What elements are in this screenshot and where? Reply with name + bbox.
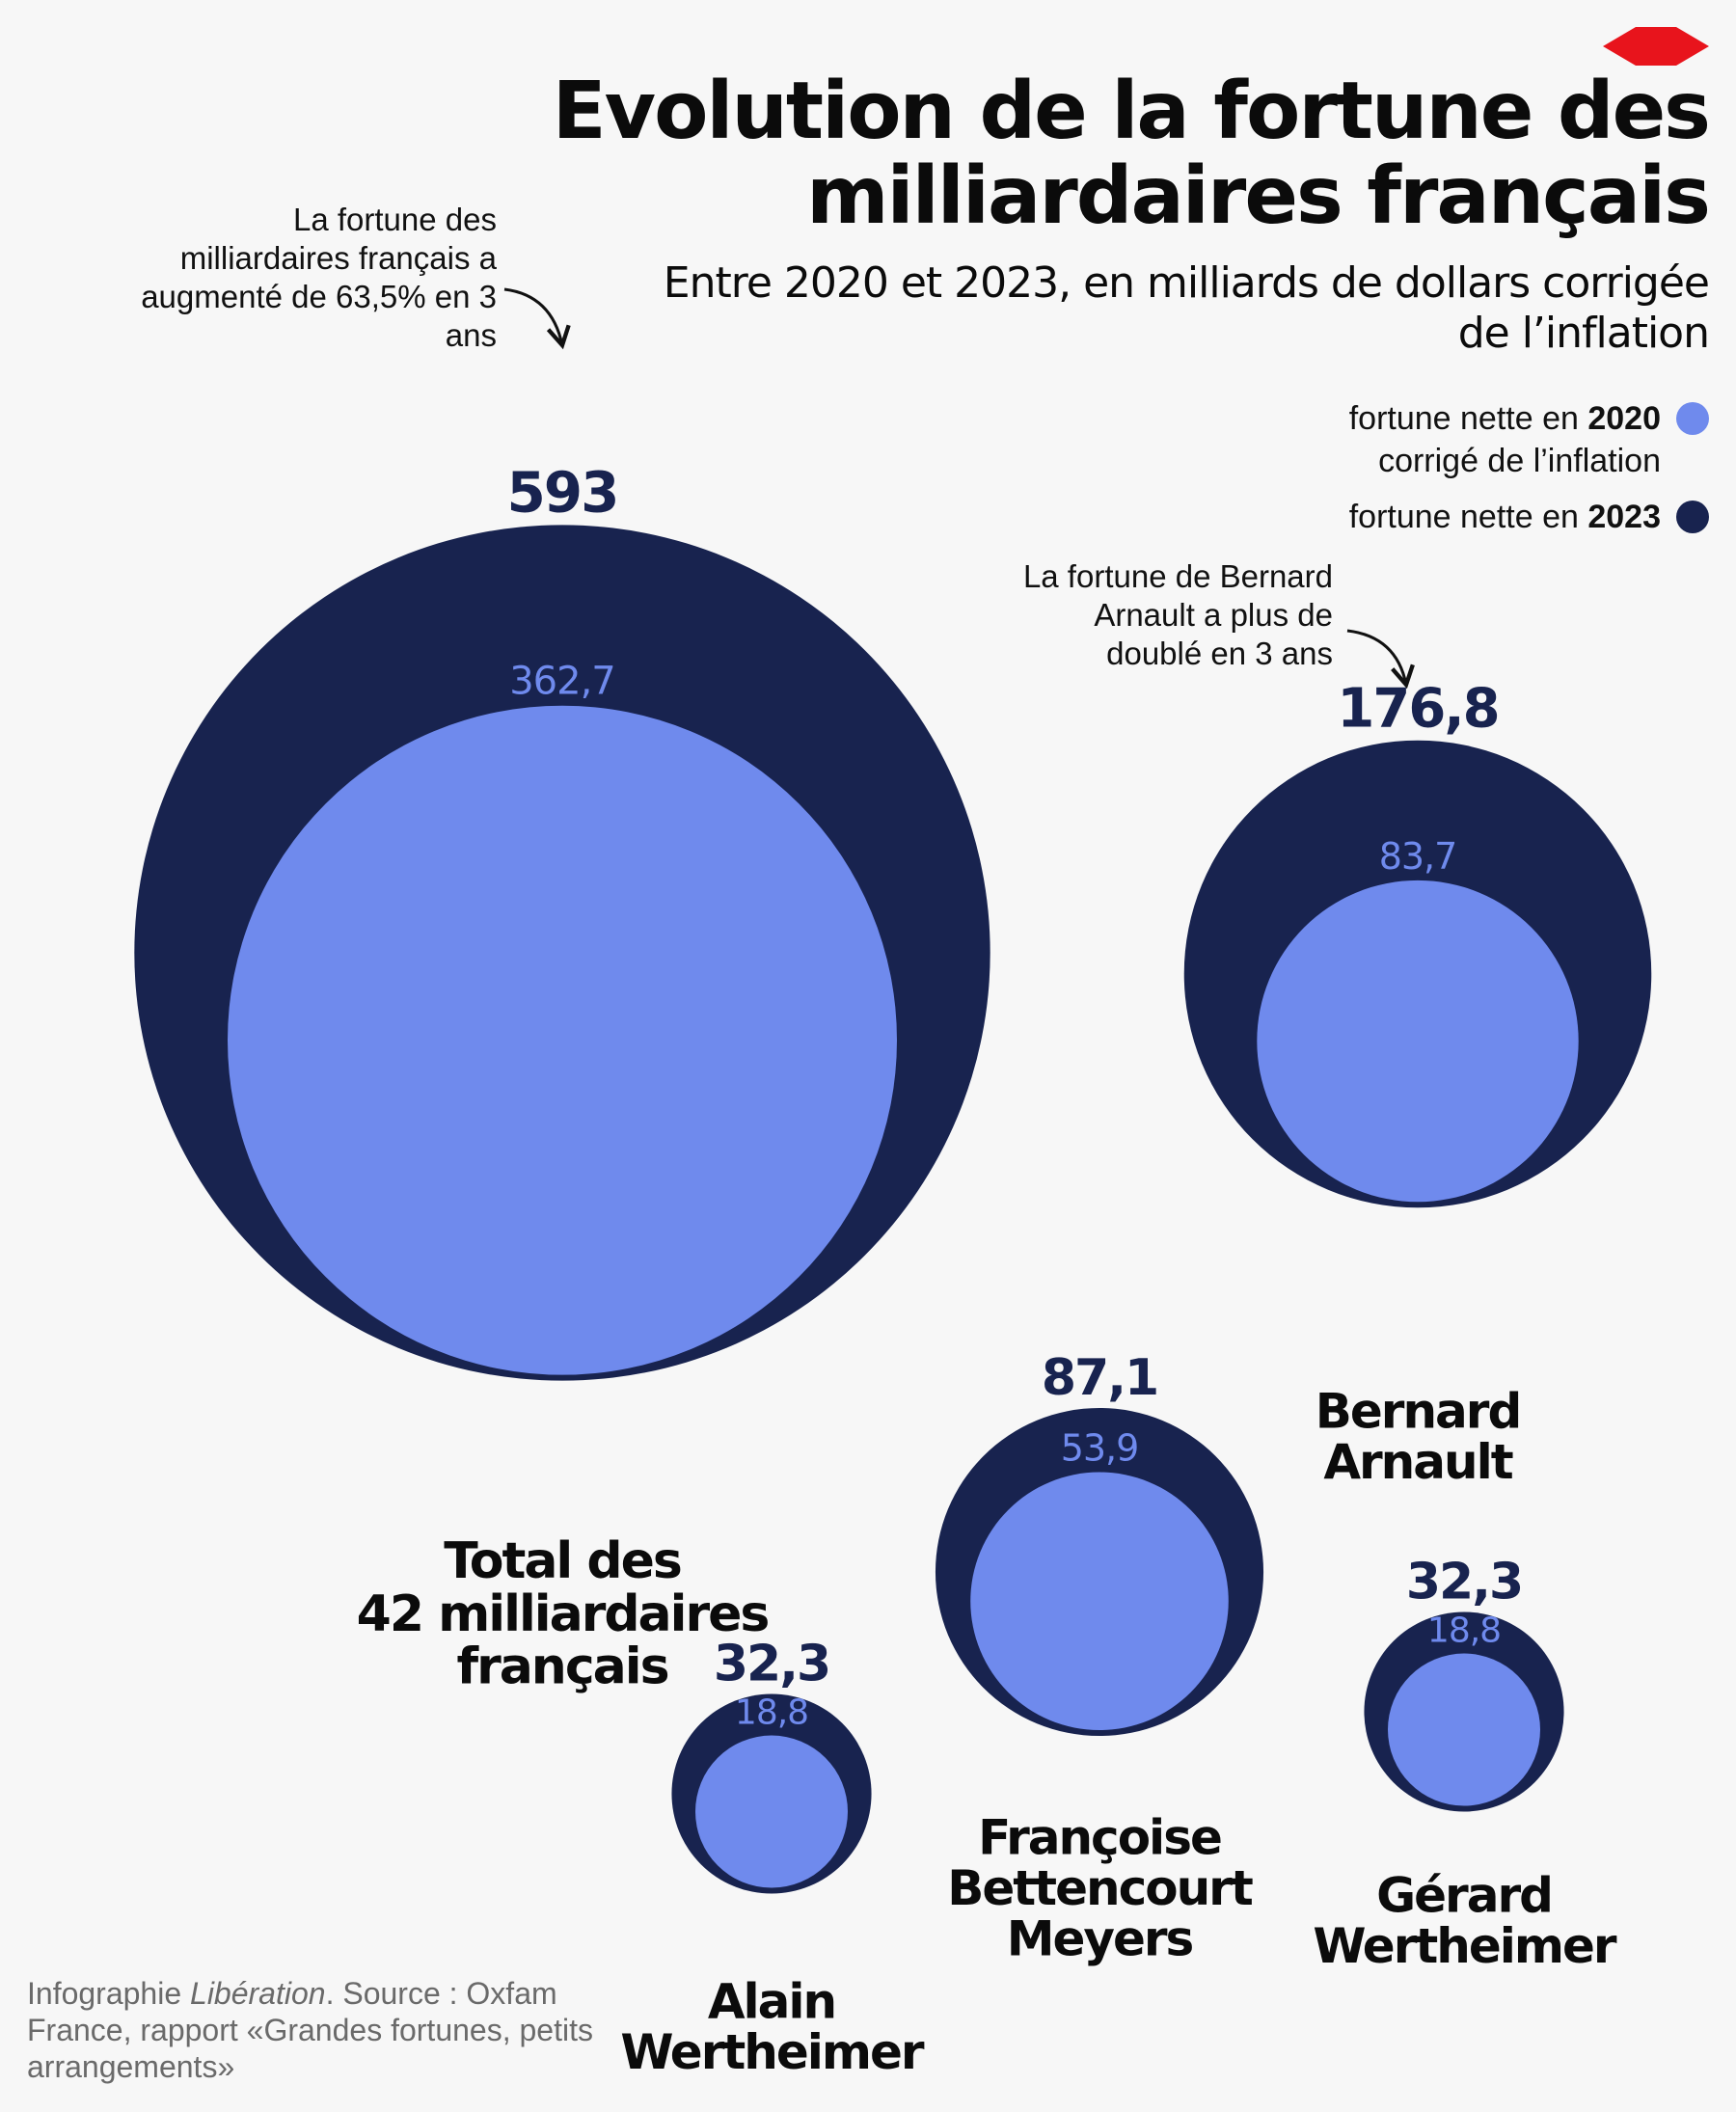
value-label-2020-5: 18,8 bbox=[735, 1693, 808, 1733]
value-label-2023-1: 593 bbox=[506, 459, 617, 525]
bubble-2020-5 bbox=[694, 1735, 848, 1888]
legend-item-2020: fortune nette en 2020 corrigé de l’infla… bbox=[1034, 397, 1709, 482]
name-label-3-line-3: Meyers bbox=[1007, 1911, 1193, 1967]
legend-swatch-2023 bbox=[1676, 501, 1709, 533]
bubble-2020-1 bbox=[228, 705, 897, 1375]
bubble-2020-3 bbox=[970, 1472, 1229, 1731]
name-label-2-line-1: Bernard bbox=[1316, 1384, 1520, 1440]
annotation-total: La fortune des milliardaires français a … bbox=[141, 202, 497, 353]
value-label-2023-5: 32,3 bbox=[714, 1635, 829, 1692]
value-label-2020-3: 53,9 bbox=[1061, 1427, 1139, 1470]
liberation-logo-icon bbox=[1603, 27, 1709, 66]
value-label-2020-4: 18,8 bbox=[1427, 1611, 1501, 1651]
chart-subtitle: Entre 2020 et 2023, en milliards de doll… bbox=[663, 258, 1710, 358]
arrow-arnault-icon bbox=[1346, 629, 1415, 690]
chart-title: Evolution de la fortune des milliardaire… bbox=[552, 66, 1711, 242]
legend-label-2023: fortune nette en 2023 bbox=[1348, 499, 1661, 535]
annotation-arnault: La fortune de Bernard Arnault a plus de … bbox=[1022, 558, 1333, 671]
name-label-2-line-2: Arnault bbox=[1323, 1434, 1512, 1490]
value-label-2023-4: 32,3 bbox=[1406, 1553, 1522, 1611]
bubble-2020-2 bbox=[1257, 880, 1579, 1203]
legend: fortune nette en 2020 corrigé de l’infla… bbox=[1034, 397, 1709, 552]
bubble-2020-4 bbox=[1388, 1653, 1541, 1806]
legend-item-2023: fortune nette en 2023 bbox=[1034, 496, 1709, 538]
name-label-5-line-1: Alain bbox=[708, 1974, 835, 2030]
name-label-3-line-1: Françoise bbox=[978, 1810, 1221, 1866]
name-label-1-line-3: français bbox=[456, 1638, 667, 1695]
legend-swatch-2020 bbox=[1676, 402, 1709, 435]
value-label-2023-3: 87,1 bbox=[1042, 1349, 1157, 1407]
value-label-2020-1: 362,7 bbox=[509, 660, 615, 704]
source-note: Infographie Libération. Source : Oxfam F… bbox=[27, 1976, 593, 2084]
name-label-1-line-2: 42 milliardaires bbox=[357, 1585, 769, 1643]
value-label-2023-2: 176,8 bbox=[1337, 678, 1498, 741]
name-label-4-line-2: Wertheimer bbox=[1313, 1918, 1616, 1974]
name-label-1-line-1: Total des bbox=[444, 1532, 681, 1590]
name-label-4-line-1: Gérard bbox=[1376, 1868, 1552, 1924]
legend-label-2020: fortune nette en 2020 corrigé de l’infla… bbox=[1348, 400, 1661, 479]
value-label-2020-2: 83,7 bbox=[1379, 835, 1457, 878]
name-label-5-line-2: Wertheimer bbox=[620, 2024, 924, 2080]
arrow-total-icon bbox=[503, 287, 571, 350]
name-label-3-line-2: Bettencourt bbox=[947, 1860, 1253, 1916]
